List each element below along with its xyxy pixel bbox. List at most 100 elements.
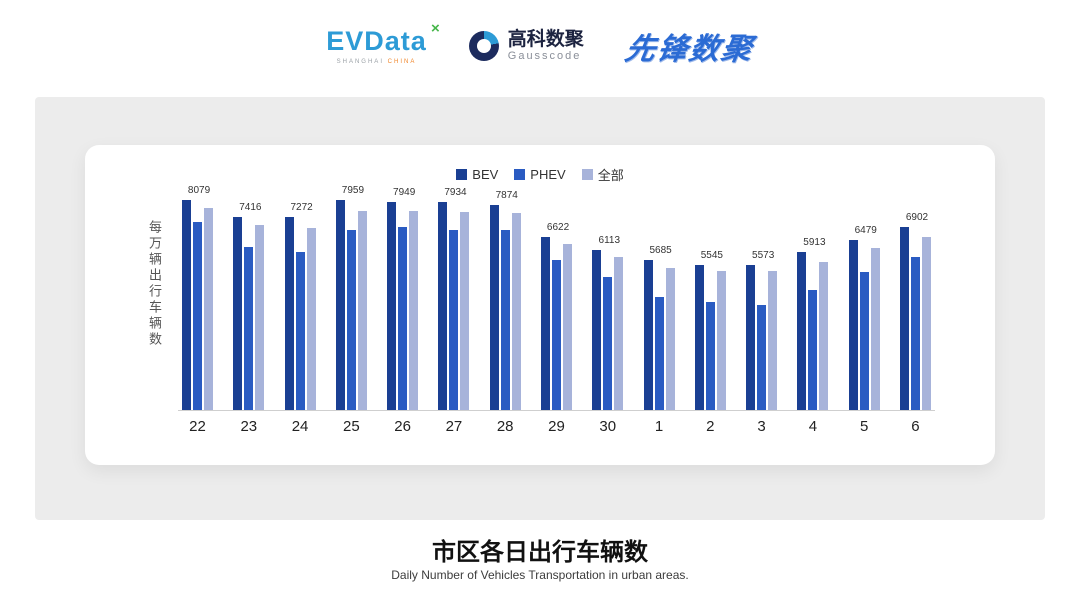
bar-phev <box>654 297 664 410</box>
bar-bev <box>848 240 858 410</box>
pioneer-logo: 先锋数聚 <box>622 33 757 66</box>
bar-group: 7416 <box>233 195 265 410</box>
bar-all <box>409 211 419 410</box>
bar-bev <box>540 237 550 410</box>
legend-item-bev: BEV <box>456 167 498 182</box>
bar-value-label: 7874 <box>495 190 518 201</box>
x-axis-label: 6 <box>911 418 920 435</box>
x-axis-label: 4 <box>808 418 818 435</box>
evdata-tagline: SHANGHAI CHINA <box>337 59 417 65</box>
bar-value-label: 8079 <box>187 185 211 196</box>
bar-bev <box>233 217 243 410</box>
bar-value-label: 6479 <box>854 225 877 236</box>
x-axis-label: 26 <box>394 418 411 435</box>
bar-group: 7272 <box>284 195 316 410</box>
bar-all <box>204 208 213 410</box>
bar-phev <box>705 302 715 410</box>
bar-group: 7934 <box>438 187 470 410</box>
bar-all <box>870 248 880 410</box>
legend-swatch-phev <box>514 169 526 180</box>
gausscode-logo-icon <box>468 30 499 61</box>
bar-group: 6622 <box>540 195 572 410</box>
bar-all <box>716 271 726 410</box>
x-axis-label: 30 <box>599 418 617 435</box>
bar-all <box>357 211 367 410</box>
chart-legend: BEV PHEV 全部 <box>145 165 935 184</box>
bar-group: 6113 <box>592 195 624 410</box>
bar-group: 6479 <box>848 195 880 410</box>
x-axis-label: 28 <box>496 418 514 435</box>
bar-value-label: 7272 <box>290 202 313 213</box>
bar-bev <box>694 265 704 410</box>
legend-label-phev: PHEV <box>530 167 566 182</box>
gausscode-logo-text: 高科数聚 Gausscode <box>507 28 584 63</box>
bar-bev <box>746 265 756 410</box>
legend-label-all: 全部 <box>597 168 624 183</box>
bar-phev <box>859 272 869 410</box>
gausscode-name-cn: 高科数聚 <box>507 28 584 50</box>
legend-swatch-all <box>581 169 593 180</box>
bar-bev <box>284 217 294 410</box>
bar-group: 7959 <box>335 185 367 410</box>
bar-value-label: 5685 <box>649 245 672 256</box>
bar-value-label: 6622 <box>546 222 570 233</box>
bar-group: 6902 <box>899 195 931 410</box>
bar-all <box>562 244 572 410</box>
bar-phev <box>500 230 510 410</box>
bar-bev <box>899 227 909 410</box>
chart-subtitle: Daily Number of Vehicles Transportation … <box>391 568 689 582</box>
x-axis-labels: 22 23 24 25 26 27 28 29 30 1 2 3 4 5 6 <box>178 418 935 435</box>
x-axis-label: 24 <box>291 418 309 435</box>
plot-area: 8079 7416 7272 7959 7949 7934 7874 6622 6113 5685… <box>178 185 935 411</box>
bar-value-label: 6902 <box>905 212 929 223</box>
bar-all <box>921 237 931 410</box>
legend-item-phev: PHEV <box>514 167 566 182</box>
x-axis-label: 1 <box>654 418 664 435</box>
evdata-tagline-china: CHINA <box>387 58 417 65</box>
bar-bev <box>387 202 397 410</box>
bar-bev <box>335 200 345 410</box>
bar-value-label: 7934 <box>444 187 467 198</box>
bar-phev <box>808 290 818 410</box>
bar-phev <box>757 305 767 410</box>
chart-area: 每万辆出行车辆数 8079 7416 7272 7959 7949 7934 7874 662… <box>145 185 935 435</box>
bar-group: 5545 <box>694 195 726 410</box>
x-axis-label: 27 <box>445 418 463 435</box>
bar-all <box>614 257 624 410</box>
bar-value-label: 6113 <box>598 235 621 246</box>
bar-all <box>768 271 778 410</box>
bar-phev <box>603 277 613 410</box>
x-axis-label: 3 <box>757 418 766 435</box>
bar-group: 5573 <box>746 195 778 410</box>
bar-group: 8079 <box>182 185 213 410</box>
bar-all <box>306 228 316 410</box>
bar-phev <box>295 252 305 410</box>
legend-label-bev: BEV <box>472 167 499 182</box>
bar-value-label: 5913 <box>803 237 826 248</box>
x-axis-label: 2 <box>706 418 715 435</box>
gausscode-logo: 高科数聚 Gausscode <box>468 28 584 63</box>
bar-bev <box>489 205 499 410</box>
bar-value-label: 5573 <box>752 250 775 261</box>
bar-all <box>819 262 829 410</box>
bar-value-label: 7416 <box>239 202 262 213</box>
plot-wrap: 8079 7416 7272 7959 7949 7934 7874 6622 6113 5685… <box>178 185 935 435</box>
bar-phev <box>449 230 459 410</box>
bar-phev <box>193 222 202 410</box>
chart-title: 市区各日出行车辆数 <box>432 539 648 566</box>
bar-bev <box>592 250 602 410</box>
bar-phev <box>346 230 356 410</box>
bar-group: 7874 <box>489 190 521 410</box>
bar-group: 7949 <box>387 187 419 410</box>
bar-phev <box>398 227 408 410</box>
x-axis-label: 5 <box>859 418 869 435</box>
legend-item-all: 全部 <box>581 165 624 184</box>
bar-all <box>460 212 470 410</box>
bar-value-label: 7949 <box>393 187 416 198</box>
bar-value-label: 5545 <box>700 250 723 261</box>
evdata-x-icon: × <box>431 19 441 37</box>
bar-all <box>255 225 265 410</box>
y-axis-label: 每万辆出行车辆数 <box>147 220 162 348</box>
bar-phev <box>551 260 561 410</box>
